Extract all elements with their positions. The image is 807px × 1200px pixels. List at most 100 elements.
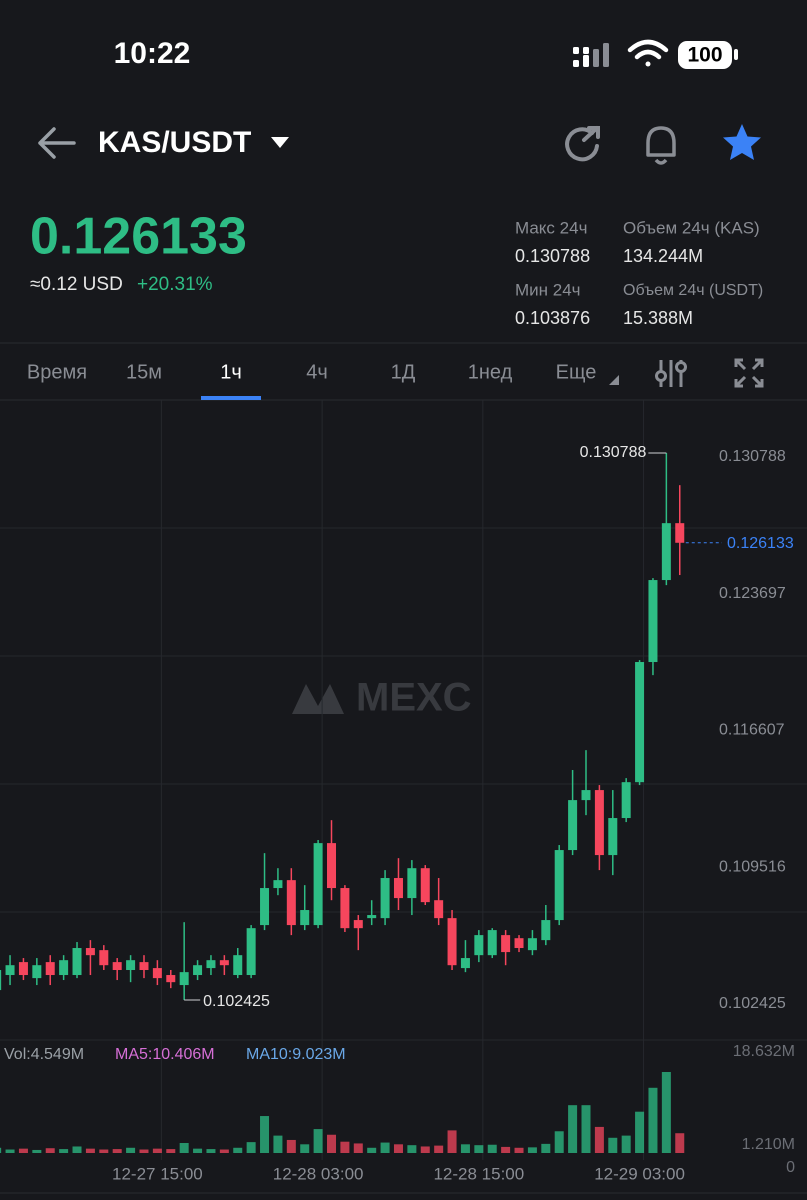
volume-legend: MA5:10.406M (115, 1046, 215, 1063)
candle-body (59, 960, 69, 976)
candle-body (313, 843, 323, 926)
volume-bar (193, 1148, 203, 1153)
candle-body (206, 960, 216, 969)
volume-bar (166, 1149, 176, 1153)
candle-body (554, 850, 564, 921)
candle-body (594, 790, 604, 856)
timeframe-tab[interactable]: Еще (556, 361, 597, 383)
timeframe-tab[interactable]: 1ч (220, 361, 242, 383)
high-label: 0.130788 (580, 444, 647, 461)
candle-body (233, 955, 243, 976)
volume-bar (554, 1131, 564, 1153)
candle-body (300, 910, 310, 926)
pair-title[interactable]: KAS/USDT (98, 126, 251, 159)
candle-body (0, 970, 2, 991)
alert-button[interactable] (646, 126, 676, 165)
y-tick-label: 0.109516 (719, 858, 786, 875)
volume-tick-label: 18.632M (733, 1043, 795, 1060)
candle-body (246, 928, 256, 976)
stat-label: Объем 24ч (USDT) (623, 282, 763, 299)
candle-body (460, 958, 470, 969)
candle-body (286, 880, 296, 926)
favorite-button[interactable] (723, 124, 761, 160)
volume-bar (661, 1072, 671, 1153)
watermark: MEXC (292, 676, 472, 720)
y-tick-label: 0.123697 (719, 585, 786, 602)
last-price-label: 0.126133 (727, 535, 794, 552)
back-button[interactable] (38, 127, 76, 159)
candle-body (621, 782, 631, 819)
last-price: 0.126133 (30, 208, 247, 266)
candle-body (568, 800, 578, 851)
volume-bar (460, 1144, 470, 1153)
volume-bar (152, 1148, 162, 1153)
active-tab-indicator (201, 396, 261, 400)
share-button[interactable] (565, 126, 600, 162)
candle-body (380, 878, 390, 919)
candle-body (648, 580, 658, 663)
candle-body (353, 920, 363, 929)
more-dropdown[interactable] (609, 375, 619, 385)
timeframe-tab[interactable]: 1нед (468, 361, 513, 383)
signal-icon (573, 43, 609, 67)
stat-label: Мин 24ч (515, 280, 581, 299)
y-tick-label: 0.116607 (719, 722, 785, 739)
stat-value: 0.103876 (515, 308, 590, 328)
x-tick-label: 12-28 03:00 (273, 1164, 364, 1183)
volume-bar (514, 1147, 524, 1153)
indicator-settings[interactable] (655, 360, 687, 387)
stat-value: 0.130788 (515, 246, 590, 266)
volume-bar (327, 1134, 337, 1153)
volume-bar (233, 1147, 243, 1153)
volume-bar (206, 1149, 216, 1153)
battery-tip (734, 49, 738, 60)
pair-dropdown[interactable] (271, 137, 289, 148)
volume-bar (367, 1147, 377, 1153)
stat-label: Объем 24ч (KAS) (623, 218, 760, 237)
candle-body (367, 915, 377, 919)
volume-bar (286, 1139, 296, 1153)
timeframe-tab[interactable]: 15м (126, 361, 162, 383)
candle-body (99, 950, 109, 966)
volume-bar (353, 1143, 363, 1153)
candle-body (126, 960, 136, 971)
x-tick-label: 12-29 03:00 (594, 1164, 685, 1183)
timeframe-tab[interactable]: 4ч (306, 361, 328, 383)
volume-bar (393, 1144, 403, 1153)
candle-body (45, 962, 55, 976)
volume-bar (420, 1146, 430, 1153)
candle-body (112, 962, 122, 971)
stat-value: 134.244M (623, 246, 703, 266)
candle-body (474, 935, 484, 956)
volume-bar (621, 1135, 631, 1153)
volume-bar (340, 1141, 350, 1153)
candle-body (340, 888, 350, 929)
volume-bar (474, 1145, 484, 1153)
volume-bar (407, 1145, 417, 1153)
candle-body (434, 900, 444, 919)
watermark-text: MEXC (356, 676, 472, 720)
volume-bar (568, 1105, 578, 1153)
candle-body (393, 878, 403, 899)
volume-tick-label: 0 (786, 1159, 795, 1176)
y-tick-label: 0.130788 (719, 448, 786, 465)
volume-bar (126, 1147, 136, 1153)
candle-body (661, 523, 671, 581)
volume-bar (608, 1137, 618, 1153)
volume-bar (85, 1148, 95, 1153)
candle-body (179, 972, 189, 986)
volume-bar (581, 1105, 591, 1153)
candle-body (219, 960, 229, 966)
wifi-icon (627, 39, 669, 67)
volume-bar (594, 1126, 604, 1153)
fullscreen-button[interactable] (734, 358, 764, 388)
timeframe-tab[interactable]: Время (27, 361, 87, 383)
candle-body (166, 975, 176, 983)
candle-body (327, 843, 337, 889)
candle-body (32, 965, 42, 979)
volume-bar (501, 1146, 511, 1153)
volume-bar (139, 1149, 149, 1153)
volume-bar (99, 1149, 109, 1153)
low-label: 0.102425 (203, 993, 270, 1010)
timeframe-tab[interactable]: 1Д (391, 361, 416, 383)
